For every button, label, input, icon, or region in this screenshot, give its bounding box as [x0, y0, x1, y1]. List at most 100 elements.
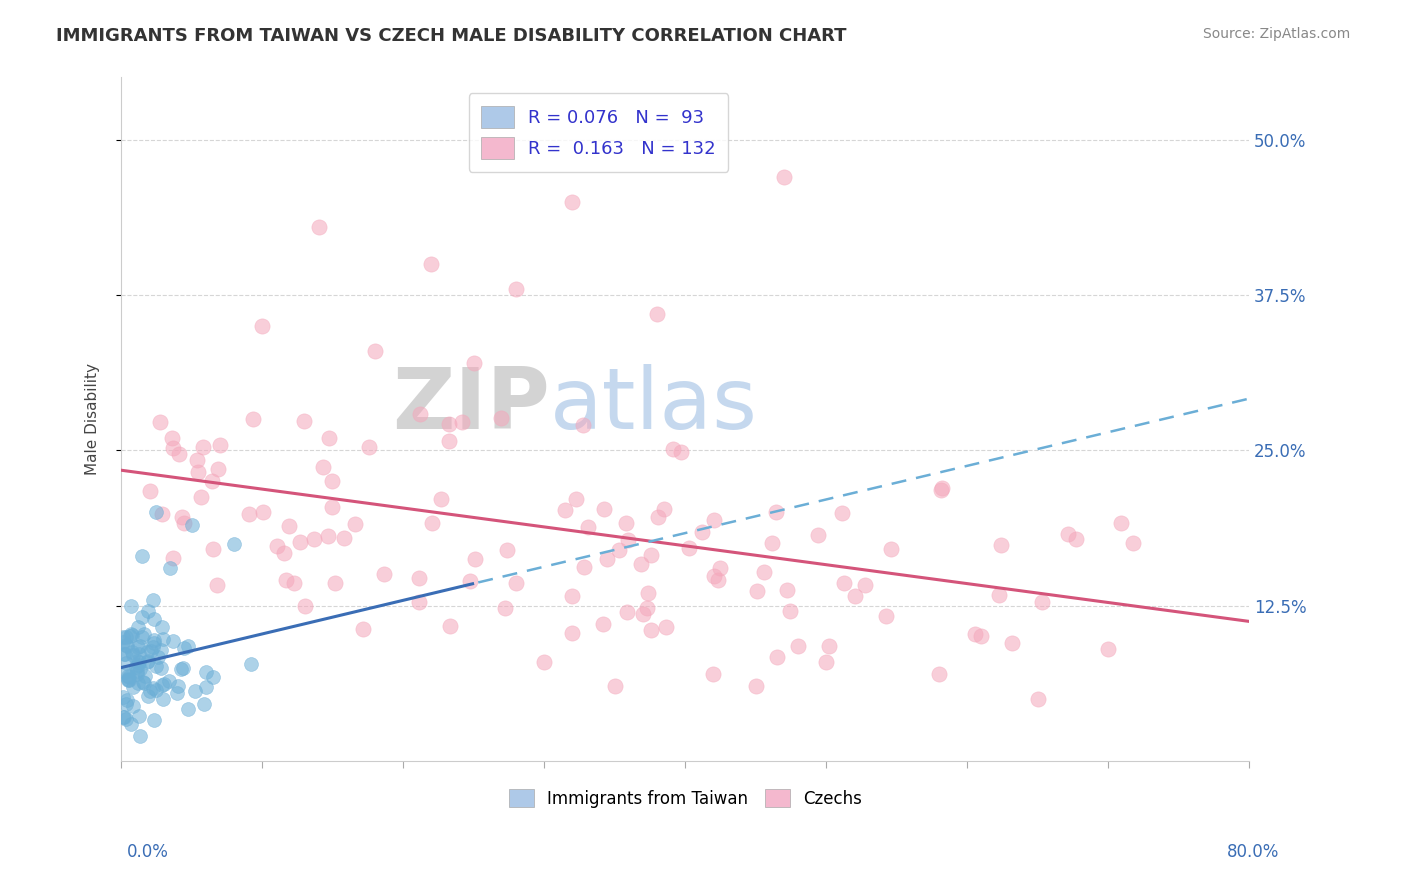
Point — [458, 574, 481, 589]
Point — [159, 561, 181, 575]
Point — [122, 680, 145, 694]
Point — [250, 319, 273, 334]
Point — [807, 527, 830, 541]
Point — [194, 665, 217, 679]
Point — [207, 462, 229, 476]
Point — [201, 542, 224, 557]
Point — [121, 645, 143, 659]
Point — [592, 617, 614, 632]
Point — [162, 441, 184, 455]
Point — [142, 681, 165, 695]
Point — [136, 690, 159, 704]
Point — [134, 669, 156, 683]
Point — [928, 667, 950, 681]
Point — [111, 635, 134, 649]
Point — [177, 702, 200, 716]
Point — [565, 491, 588, 506]
Point — [647, 509, 669, 524]
Point — [167, 679, 190, 693]
Point — [463, 356, 485, 370]
Point — [352, 622, 374, 636]
Point — [128, 647, 150, 661]
Point — [929, 483, 952, 497]
Point — [662, 442, 685, 457]
Point — [276, 574, 298, 588]
Point — [172, 661, 194, 675]
Point — [129, 729, 152, 743]
Point — [240, 657, 263, 672]
Point — [145, 506, 167, 520]
Point — [766, 649, 789, 664]
Point — [316, 529, 339, 543]
Point — [931, 481, 953, 495]
Point — [194, 680, 217, 694]
Point — [292, 414, 315, 428]
Point — [209, 438, 232, 452]
Point — [145, 659, 167, 673]
Point — [131, 549, 153, 563]
Point — [111, 631, 134, 645]
Point — [186, 452, 208, 467]
Point — [752, 565, 775, 579]
Point — [987, 588, 1010, 602]
Point — [970, 629, 993, 643]
Point — [127, 665, 149, 679]
Point — [184, 684, 207, 698]
Point — [134, 627, 156, 641]
Point — [167, 447, 190, 461]
Point — [776, 582, 799, 597]
Point — [149, 415, 172, 429]
Point — [815, 655, 838, 669]
Point — [655, 620, 678, 634]
Point — [875, 608, 897, 623]
Point — [129, 639, 152, 653]
Point — [120, 627, 142, 641]
Point — [420, 257, 443, 271]
Point — [222, 536, 245, 550]
Point — [136, 655, 159, 669]
Point — [1109, 516, 1132, 531]
Point — [120, 599, 142, 613]
Point — [121, 648, 143, 662]
Point — [117, 669, 139, 683]
Point — [150, 507, 173, 521]
Point — [408, 595, 430, 609]
Point — [318, 431, 340, 445]
Point — [669, 445, 692, 459]
Point — [576, 520, 599, 534]
Point — [561, 589, 583, 603]
Point — [139, 684, 162, 698]
Point — [640, 548, 662, 562]
Point — [139, 483, 162, 498]
Point — [832, 576, 855, 591]
Point — [965, 626, 987, 640]
Point — [128, 655, 150, 669]
Point — [118, 673, 141, 688]
Point — [150, 678, 173, 692]
Point — [439, 434, 461, 448]
Point — [283, 576, 305, 591]
Point — [439, 619, 461, 633]
Point — [115, 656, 138, 670]
Point — [180, 517, 202, 532]
Point — [294, 599, 316, 614]
Point — [252, 505, 274, 519]
Point — [1122, 535, 1144, 549]
Point — [1056, 527, 1078, 541]
Point — [505, 282, 527, 296]
Point — [193, 697, 215, 711]
Point — [373, 567, 395, 582]
Point — [187, 465, 209, 479]
Point — [572, 417, 595, 432]
Point — [344, 517, 367, 532]
Point — [880, 542, 903, 557]
Point — [786, 639, 808, 653]
Point — [744, 680, 766, 694]
Point — [690, 524, 713, 539]
Point — [603, 680, 626, 694]
Point — [408, 571, 430, 585]
Point — [114, 665, 136, 680]
Text: 80.0%: 80.0% — [1227, 843, 1279, 861]
Point — [308, 219, 330, 234]
Point — [1031, 594, 1053, 608]
